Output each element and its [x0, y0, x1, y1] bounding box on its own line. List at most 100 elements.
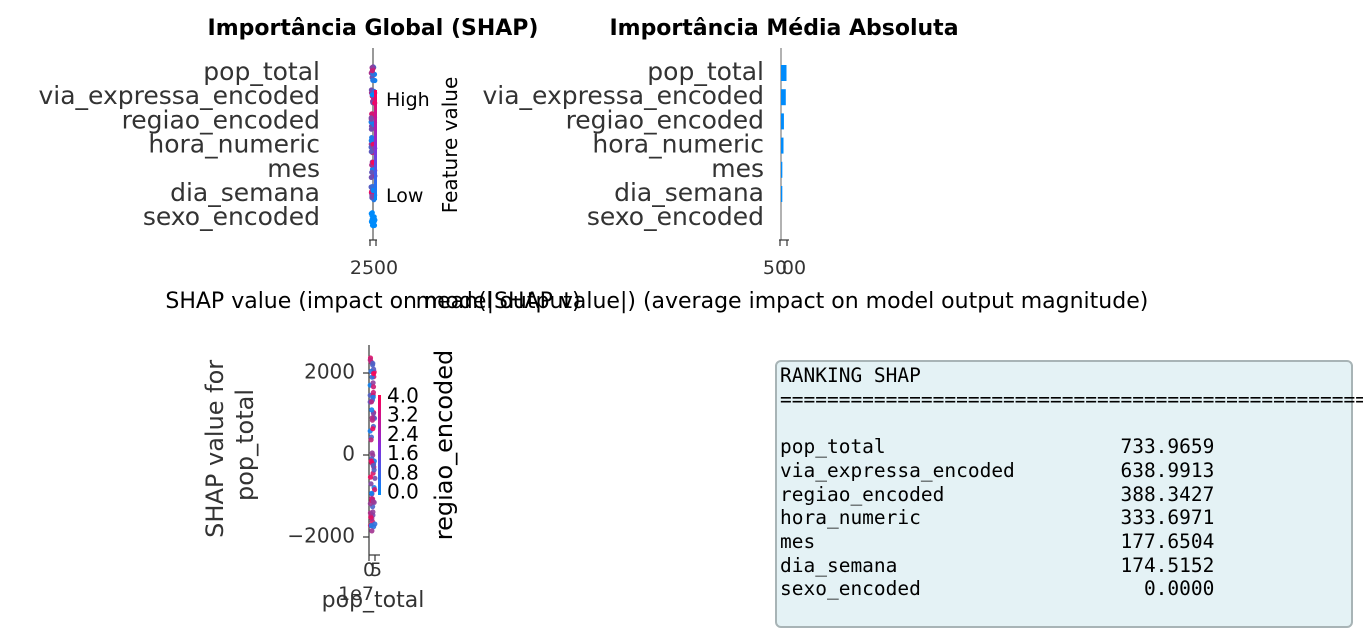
dependence-colorbar-tick: 0.0	[387, 480, 419, 504]
ranking-value: 0.0000	[1073, 577, 1215, 601]
ranking-value: 174.5152	[1073, 553, 1215, 577]
ranking-feature: hora_numeric	[780, 506, 1074, 530]
beeswarm-point	[368, 174, 374, 180]
dependence-point	[372, 521, 378, 527]
dependence-colorbar-label: regiao_encoded	[430, 350, 458, 541]
ranking-separator: ========================================…	[780, 387, 1363, 411]
dependence-y-label: SHAP value for pop_total	[201, 352, 259, 538]
beeswarm-point	[368, 149, 374, 155]
beeswarm-feature-label: via_expressa_encoded	[38, 81, 320, 110]
dependence-point	[370, 509, 376, 515]
beeswarm-x-tick-label: 25	[350, 257, 374, 279]
bar-category-label: hora_numeric	[592, 130, 764, 159]
dependence-y-tick-label: 0	[342, 442, 355, 466]
beeswarm-point	[370, 223, 376, 229]
beeswarm-feature-label: regiao_encoded	[122, 105, 320, 134]
ranking-value: 388.3427	[1073, 482, 1215, 506]
ranking-feature: via_expressa_encoded	[780, 458, 1074, 482]
bar-mark	[781, 137, 784, 154]
ranking-box	[775, 360, 1353, 628]
dependence-point	[371, 467, 377, 473]
dependence-colorbar	[378, 395, 381, 495]
dependence-point	[367, 474, 374, 480]
dependence-point	[368, 514, 374, 520]
bar-mark	[781, 65, 787, 81]
bar-mark	[781, 161, 783, 178]
beeswarm-feature-label: pop_total	[203, 57, 320, 86]
beeswarm-feature-label: sexo_encoded	[143, 202, 320, 231]
beeswarm-point	[369, 213, 375, 219]
bar-x-label: mean(|SHAP value|) (average impact on mo…	[416, 289, 1149, 314]
colorbar-high-label: High	[386, 89, 430, 111]
dependence-y-tick-label: 2000	[304, 360, 355, 384]
ranking-feature: sexo_encoded	[780, 577, 1074, 601]
bar-category-label: pop_total	[647, 57, 764, 86]
bar-mark	[781, 89, 786, 106]
bar-mark	[781, 113, 784, 130]
ranking-value: 177.6504	[1073, 529, 1215, 553]
ranking-value: 333.6971	[1073, 506, 1215, 530]
beeswarm-point	[370, 77, 376, 83]
dependence-point	[370, 380, 376, 386]
beeswarm-point	[370, 183, 376, 190]
dependence-x-label: pop_total	[322, 588, 425, 613]
ranking-value: 733.9659	[1073, 435, 1215, 459]
dependence-point	[371, 370, 377, 377]
dependence-point	[372, 475, 378, 481]
dependence-point	[372, 487, 378, 493]
ranking-text: RANKING SHAP ===========================…	[780, 364, 1363, 601]
bar-category-label: via_expressa_encoded	[482, 81, 764, 110]
dependence-point	[368, 481, 374, 487]
beeswarm-feature-label: dia_semana	[170, 178, 320, 207]
beeswarm-point	[369, 193, 375, 199]
dependence-point	[369, 407, 375, 413]
beeswarm-title: Importância Global (SHAP)	[208, 16, 539, 41]
beeswarm-x-label: SHAP value (impact on model output)	[165, 289, 580, 314]
beeswarm-point	[369, 92, 375, 98]
dependence-colorbar-tick: 4.0	[387, 384, 419, 408]
bar-x-tick-label: 50	[763, 257, 787, 279]
beeswarm-feature-label: mes	[267, 154, 320, 183]
dependence-point	[370, 462, 376, 468]
ranking-feature: pop_total	[780, 435, 1074, 459]
dependence-point	[369, 528, 375, 534]
colorbar-axis-label: Feature value	[438, 77, 462, 214]
bar-category-label: dia_semana	[614, 178, 764, 207]
beeswarm-x-tick-label: 00	[374, 257, 398, 279]
dependence-point	[368, 458, 374, 464]
dependence-colorbar-tick: 0.8	[387, 460, 419, 484]
dependence-point	[370, 499, 376, 505]
beeswarm-panel: Importância Global (SHAP) pop_totalvia_e…	[38, 16, 580, 314]
colorbar-low-label: Low	[386, 185, 423, 207]
dependence-colorbar-tick: 3.2	[387, 403, 419, 427]
dependence-point	[369, 415, 375, 421]
dependence-offset-label: 1e7	[338, 583, 374, 605]
dependence-colorbar-tick: 2.4	[387, 422, 419, 446]
beeswarm-point	[372, 217, 378, 223]
dependence-point	[370, 360, 376, 366]
dependence-point	[370, 384, 377, 390]
beeswarm-point	[369, 169, 375, 175]
ranking-feature: dia_semana	[780, 553, 1074, 577]
dependence-point	[368, 437, 374, 443]
dependence-point	[370, 389, 376, 396]
dependence-point	[369, 490, 375, 496]
bar-mark	[781, 186, 783, 202]
beeswarm-point	[369, 68, 375, 74]
dependence-panel: 2000 0 −2000 0 5 1e7 pop_total SHAP value …	[201, 345, 458, 613]
beeswarm-point	[368, 116, 374, 122]
dependence-point	[370, 426, 376, 432]
bar-category-label: sexo_encoded	[587, 202, 764, 231]
bar-category-label: mes	[711, 154, 764, 183]
bar-category-label: regiao_encoded	[566, 105, 764, 134]
beeswarm-feature-label: hora_numeric	[148, 130, 320, 159]
dependence-point	[368, 399, 375, 405]
dependence-x-tick-label: 5	[370, 559, 382, 581]
ranking-title: RANKING SHAP	[780, 364, 921, 387]
bar-title: Importância Média Absoluta	[609, 16, 958, 41]
ranking-feature: regiao_encoded	[780, 482, 1074, 506]
ranking-feature: mes	[780, 529, 1074, 553]
bar-panel: Importância Média Absoluta pop_totalvia_…	[416, 16, 1149, 314]
ranking-value: 638.9913	[1073, 458, 1215, 482]
